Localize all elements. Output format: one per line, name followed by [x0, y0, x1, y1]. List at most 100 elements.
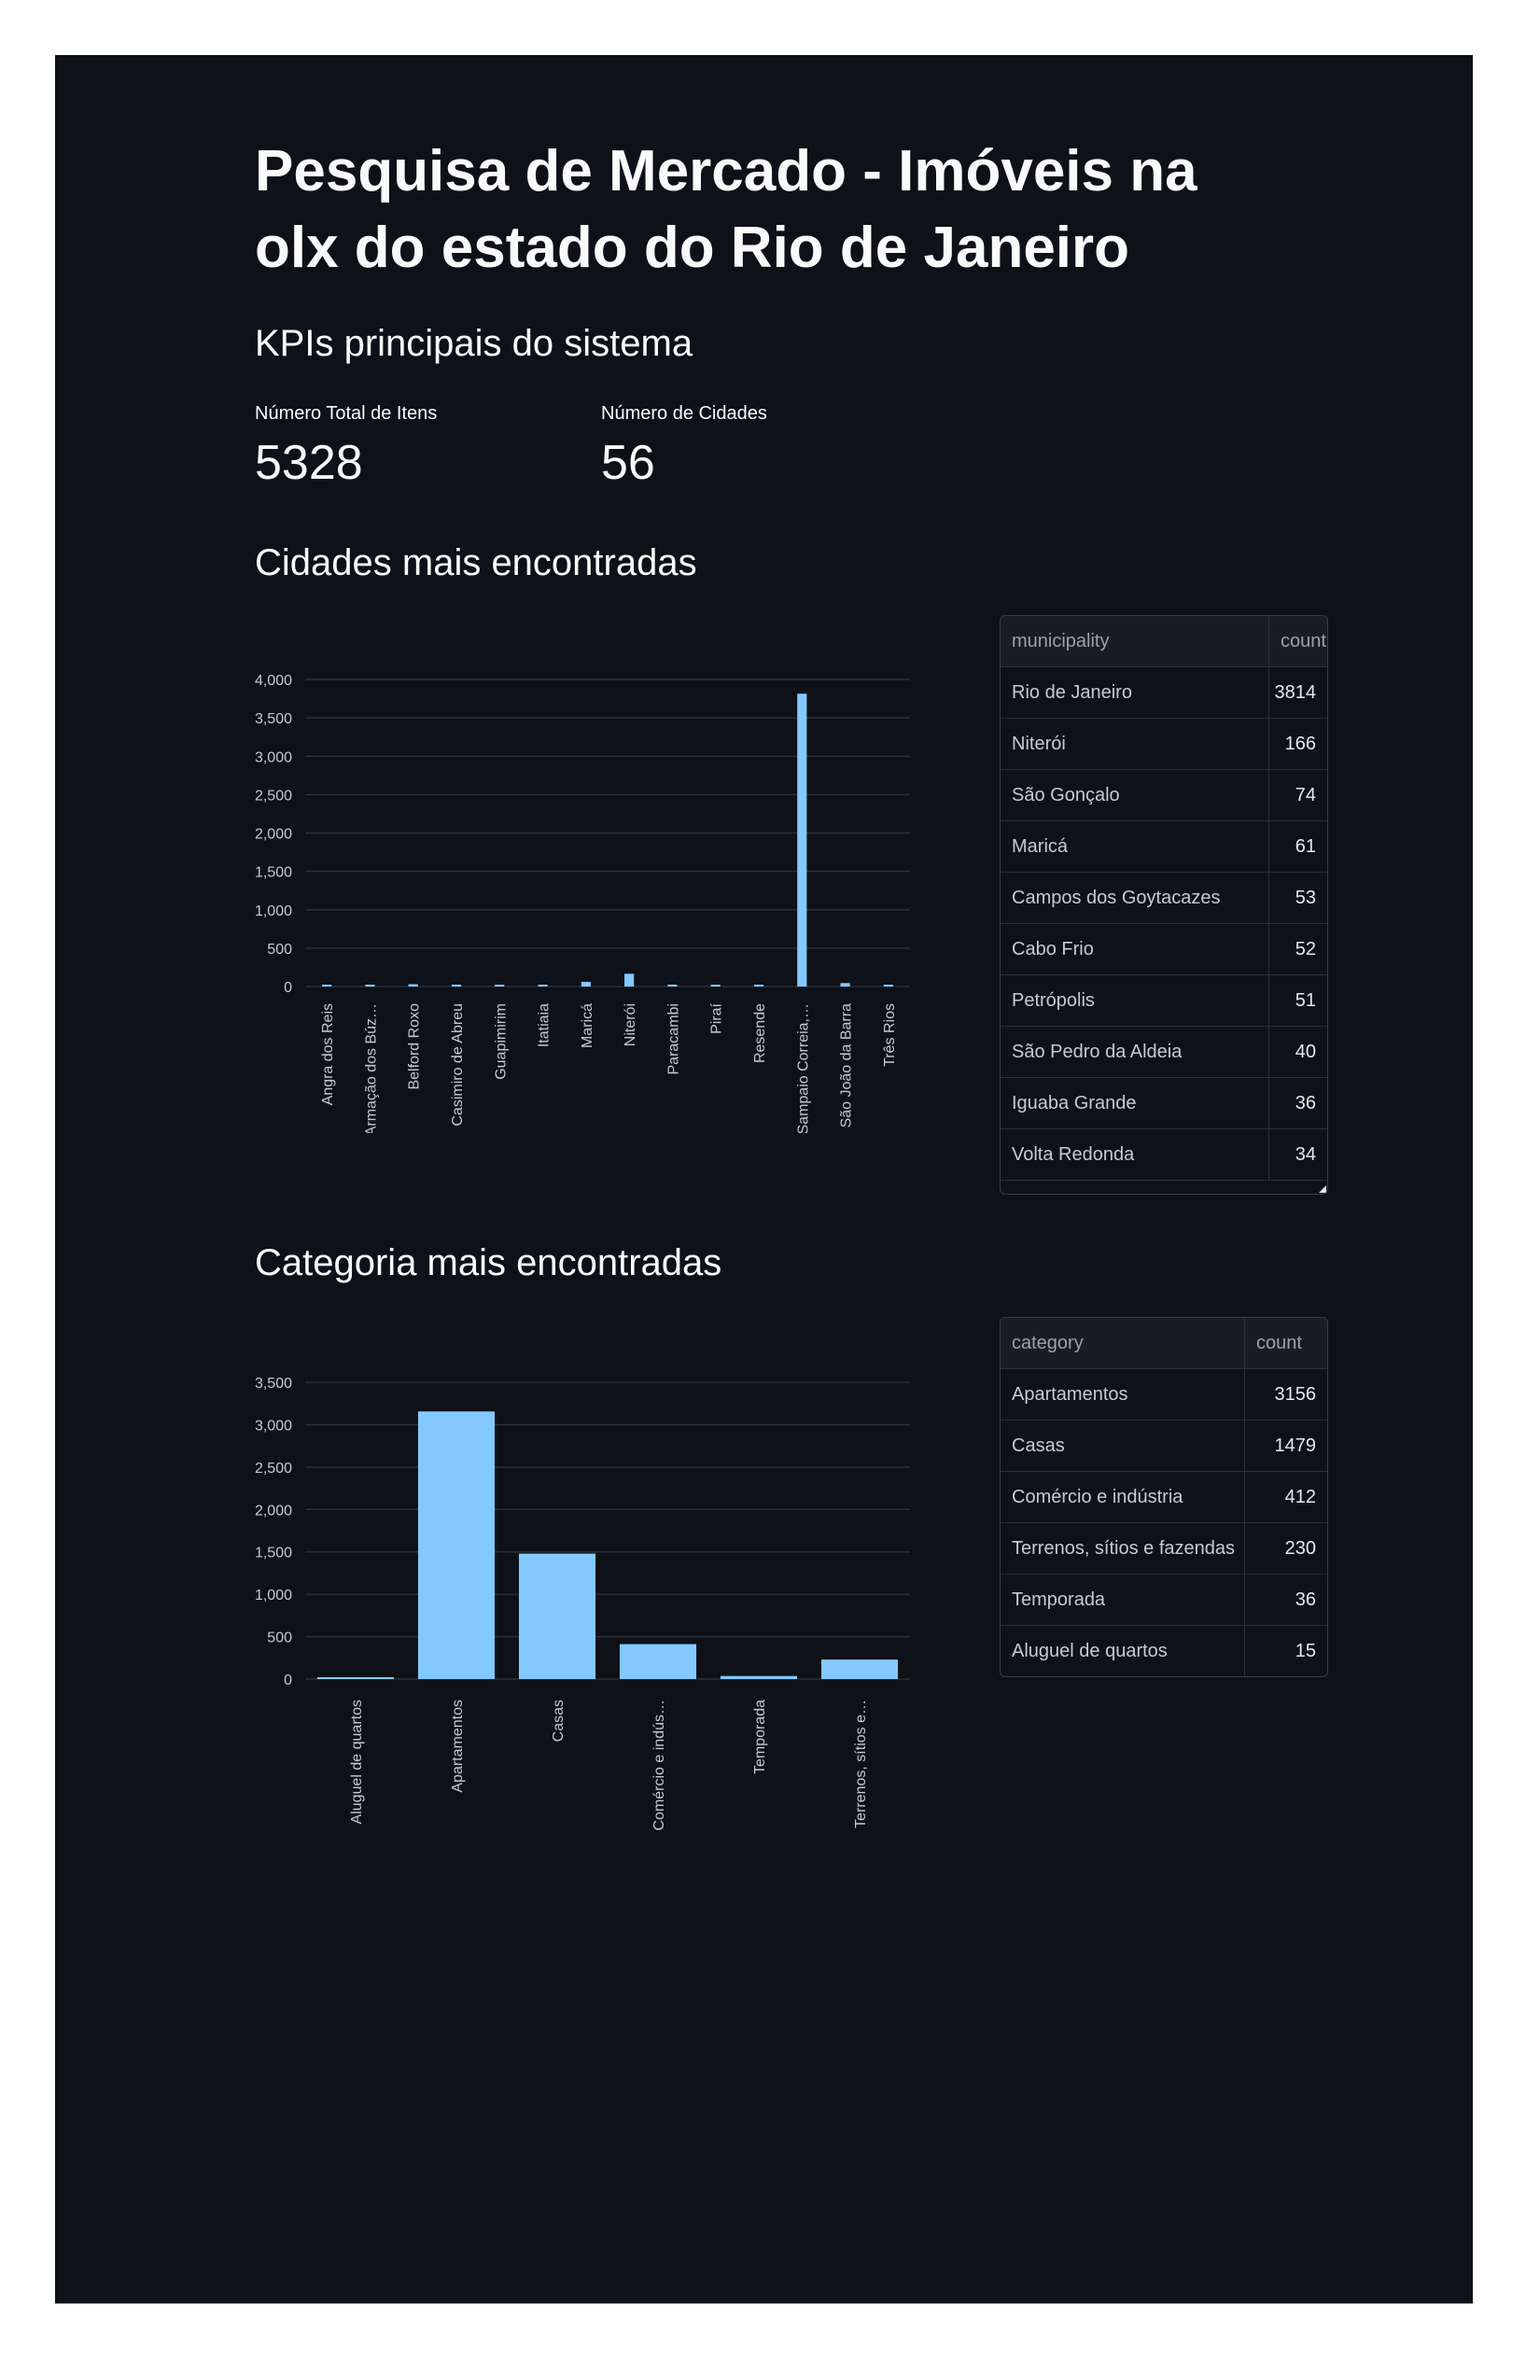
category-table[interactable]: category count Apartamentos 3156 Casas 1479 Co… [1000, 1317, 1328, 1677]
bar[interactable] [710, 985, 721, 987]
y-tick-label: 3,000 [255, 1418, 292, 1434]
y-tick-label: 3,500 [255, 711, 292, 727]
table-row[interactable]: Apartamentos 3156 [1001, 1369, 1327, 1421]
cities-table[interactable]: municipality count Rio de Janeiro 3814 Niter… [1000, 615, 1328, 1195]
y-tick-label: 1,000 [255, 1588, 292, 1603]
table-row[interactable]: Campos dos Goytacazes 53 [1001, 873, 1327, 924]
table-cell-count: 1479 [1274, 1435, 1317, 1456]
bar[interactable] [753, 985, 764, 987]
table-cell-name: Niterói [1001, 719, 1269, 769]
cities-header: Cidades mais encontradas [255, 542, 697, 583]
x-tick-label: Casimiro de Abreu [450, 1003, 466, 1127]
bar[interactable] [322, 985, 332, 987]
table-cell-name: Terrenos, sítios e fazendas [1001, 1523, 1245, 1574]
table-row[interactable]: Comércio e indústria 412 [1001, 1472, 1327, 1523]
bar[interactable] [581, 981, 591, 987]
table-row[interactable]: Rio de Janeiro 3814 [1001, 667, 1327, 719]
bar[interactable] [495, 985, 505, 987]
table-row[interactable]: São Gonçalo 74 [1001, 770, 1327, 821]
table-row[interactable]: Terrenos, sítios e fazendas 230 [1001, 1523, 1327, 1575]
table-cell-count: 412 [1284, 1486, 1316, 1507]
table-cell-count: 61 [1295, 835, 1316, 857]
bar[interactable] [667, 984, 678, 987]
column-header-category[interactable]: category [1001, 1318, 1245, 1368]
bar[interactable] [538, 985, 548, 987]
table-row[interactable]: Cabo Frio 52 [1001, 924, 1327, 975]
table-cell-count: 36 [1295, 1092, 1316, 1113]
table-cell-name: Aluguel de quartos [1001, 1626, 1245, 1676]
table-cell-name: Casas [1001, 1421, 1245, 1471]
y-tick-label: 4,000 [255, 673, 292, 689]
table-cell-name: Temporada [1001, 1575, 1245, 1625]
y-tick-label: 2,000 [255, 827, 292, 843]
bar[interactable] [316, 1677, 395, 1679]
y-tick-label: 1,500 [255, 1546, 292, 1561]
y-tick-label: 3,500 [255, 1376, 292, 1392]
bar[interactable] [883, 985, 893, 987]
table-cell-name: Apartamentos [1001, 1369, 1245, 1420]
x-tick-label: Apartamentos [450, 1700, 466, 1793]
bar[interactable] [797, 693, 807, 987]
kpi-header: KPIs principais do sistema [255, 323, 693, 364]
table-row[interactable]: Niterói 166 [1001, 719, 1327, 770]
bar[interactable] [451, 984, 462, 987]
bar[interactable] [408, 984, 418, 987]
y-tick-label: 1,500 [255, 865, 292, 881]
y-tick-label: 2,000 [255, 1503, 292, 1519]
table-cell-name: Comércio e indústria [1001, 1472, 1245, 1522]
category-bar-chart[interactable]: 0 500 1,000 1,500 2,000 2,500 3,000 3,500 Alugue… [245, 1310, 917, 1870]
x-tick-label: Paracambi [665, 1003, 681, 1074]
x-tick-label: Belford Roxo [407, 1003, 423, 1090]
table-row[interactable]: Aluguel de quartos 15 [1001, 1626, 1327, 1676]
x-tick-label: Angra dos Reis [320, 1003, 336, 1105]
column-header-count[interactable]: count [1281, 630, 1326, 651]
resize-handle[interactable] [1319, 1185, 1326, 1193]
bar[interactable] [840, 983, 850, 987]
y-tick-label: 3,000 [255, 749, 292, 765]
bar[interactable] [624, 973, 635, 987]
bar[interactable] [417, 1411, 496, 1679]
x-tick-label: Niterói [623, 1003, 638, 1046]
table-row[interactable]: Volta Redonda 34 [1001, 1129, 1327, 1181]
table-cell-count: 3814 [1274, 681, 1317, 703]
category-header: Categoria mais encontradas [255, 1242, 722, 1283]
y-tick-label: 500 [267, 942, 292, 958]
column-header-count[interactable]: count [1256, 1332, 1302, 1353]
table-cell-count: 40 [1295, 1041, 1316, 1062]
table-row[interactable]: Iguaba Grande 36 [1001, 1078, 1327, 1129]
table-cell-name: São Gonçalo [1001, 770, 1269, 820]
x-tick-label: Armação dos Búz… [363, 1003, 379, 1133]
table-cell-count: 34 [1295, 1143, 1316, 1165]
table-cell-count: 74 [1295, 784, 1316, 805]
metric-total-items-value: 5328 [255, 436, 363, 490]
table-cell-name: Petrópolis [1001, 975, 1269, 1026]
x-tick-label: Comércio e indús… [651, 1700, 667, 1831]
x-tick-label: Sampaio Correia,… [795, 1003, 811, 1133]
app-window: Pesquisa de Mercado - Imóveis na olx do … [55, 55, 1473, 2303]
bar[interactable] [365, 985, 375, 987]
table-row[interactable]: Petrópolis 51 [1001, 975, 1327, 1027]
table-cell-count: 166 [1284, 733, 1316, 754]
y-tick-label: 1,000 [255, 903, 292, 919]
x-tick-label: Maricá [580, 1003, 595, 1048]
x-tick-label: Guapimirim [493, 1003, 509, 1080]
page-title: Pesquisa de Mercado - Imóveis na olx do … [255, 139, 1197, 280]
table-cell-count: 230 [1284, 1537, 1316, 1559]
metric-total-items-label: Número Total de Itens [255, 403, 438, 424]
bar[interactable] [518, 1553, 596, 1679]
cities-bar-chart[interactable]: 0 500 1,000 1,500 2,000 2,500 3,000 3,500 4,000 A… [245, 610, 917, 1133]
table-row[interactable]: Maricá 61 [1001, 821, 1327, 873]
x-tick-label: Aluguel de quartos [349, 1700, 365, 1824]
table-scroll-area [1001, 1181, 1327, 1194]
x-tick-label: Terrenos, sítios e… [853, 1700, 869, 1828]
column-header-municipality[interactable]: municipality [1001, 616, 1269, 666]
table-row[interactable]: Temporada 36 [1001, 1575, 1327, 1626]
bar[interactable] [619, 1644, 697, 1679]
bar[interactable] [820, 1659, 899, 1679]
table-row[interactable]: São Pedro da Aldeia 40 [1001, 1027, 1327, 1078]
table-row[interactable]: Casas 1479 [1001, 1421, 1327, 1472]
bar[interactable] [720, 1675, 798, 1679]
table-cell-count: 36 [1295, 1589, 1316, 1610]
x-tick-label: São João da Barra [839, 1003, 855, 1128]
table-cell-name: Campos dos Goytacazes [1001, 873, 1269, 923]
